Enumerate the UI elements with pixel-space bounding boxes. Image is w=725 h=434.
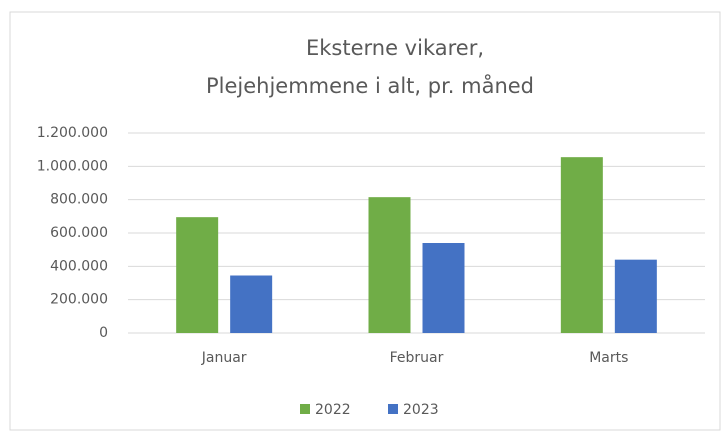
bar <box>614 259 657 333</box>
y-tick-label: 800.000 <box>50 192 108 208</box>
legend-swatch <box>388 404 398 414</box>
y-tick-label: 400.000 <box>50 258 108 274</box>
x-tick-label: Februar <box>390 350 444 366</box>
y-tick-label: 1.000.000 <box>37 158 108 174</box>
chart-title: Plejehjemmene i alt, pr. måned <box>206 73 534 98</box>
legend-label: 2022 <box>315 402 351 418</box>
bar <box>368 197 411 333</box>
bar <box>422 243 465 333</box>
x-tick-label: Marts <box>589 350 628 366</box>
bar <box>560 157 603 333</box>
chart-title: Eksterne vikarer, <box>306 36 484 60</box>
legend-label: 2023 <box>403 402 439 418</box>
x-tick-label: Januar <box>201 350 247 366</box>
bar <box>176 217 219 333</box>
legend-swatch <box>300 404 310 414</box>
y-tick-label: 600.000 <box>50 225 108 241</box>
bar <box>230 275 273 333</box>
y-tick-label: 1.200.000 <box>37 125 108 141</box>
y-tick-label: 200.000 <box>50 292 108 308</box>
y-tick-label: 0 <box>99 325 108 341</box>
